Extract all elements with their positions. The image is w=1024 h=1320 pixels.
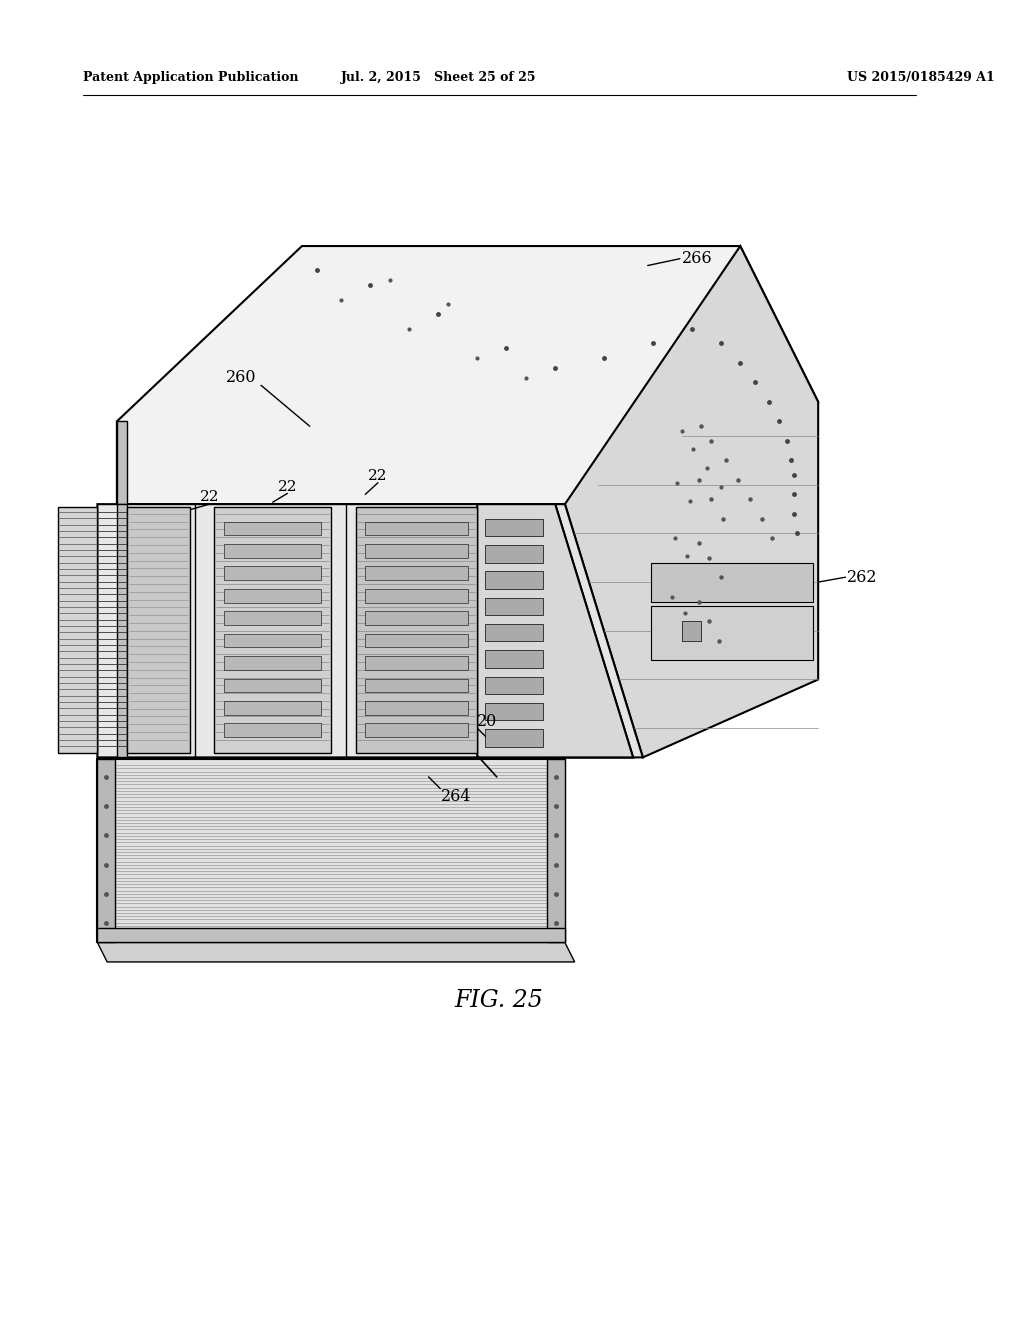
Text: 22: 22 bbox=[200, 490, 219, 504]
Text: Patent Application Publication: Patent Application Publication bbox=[83, 71, 298, 84]
Text: FIG. 25: FIG. 25 bbox=[455, 990, 543, 1012]
Polygon shape bbox=[97, 942, 574, 962]
Polygon shape bbox=[366, 521, 468, 536]
Text: 262: 262 bbox=[848, 569, 878, 586]
Polygon shape bbox=[366, 634, 468, 647]
Polygon shape bbox=[366, 678, 468, 692]
Polygon shape bbox=[485, 598, 544, 615]
Polygon shape bbox=[485, 729, 544, 747]
Polygon shape bbox=[224, 678, 322, 692]
Polygon shape bbox=[117, 504, 127, 758]
Polygon shape bbox=[548, 759, 565, 942]
Polygon shape bbox=[366, 701, 468, 714]
Polygon shape bbox=[477, 504, 633, 758]
Polygon shape bbox=[366, 566, 468, 579]
Text: 260: 260 bbox=[226, 370, 257, 385]
Polygon shape bbox=[650, 606, 813, 660]
Polygon shape bbox=[485, 572, 544, 589]
Polygon shape bbox=[485, 702, 544, 721]
Polygon shape bbox=[485, 545, 544, 562]
Polygon shape bbox=[127, 507, 189, 752]
Polygon shape bbox=[366, 589, 468, 602]
Polygon shape bbox=[366, 611, 468, 624]
Text: 22: 22 bbox=[278, 479, 297, 494]
Polygon shape bbox=[224, 521, 322, 536]
Polygon shape bbox=[650, 562, 813, 602]
Polygon shape bbox=[97, 759, 115, 942]
Polygon shape bbox=[485, 624, 544, 642]
Polygon shape bbox=[117, 246, 818, 504]
Polygon shape bbox=[224, 723, 322, 737]
Polygon shape bbox=[97, 759, 565, 942]
Polygon shape bbox=[565, 246, 818, 758]
Polygon shape bbox=[58, 507, 97, 752]
Polygon shape bbox=[366, 544, 468, 558]
Polygon shape bbox=[117, 421, 127, 504]
Polygon shape bbox=[97, 928, 565, 942]
Polygon shape bbox=[366, 723, 468, 737]
Polygon shape bbox=[355, 507, 477, 752]
Polygon shape bbox=[366, 656, 468, 669]
Text: 22: 22 bbox=[369, 469, 388, 483]
Text: 266: 266 bbox=[682, 251, 713, 267]
Polygon shape bbox=[682, 620, 701, 640]
Text: Jul. 2, 2015   Sheet 25 of 25: Jul. 2, 2015 Sheet 25 of 25 bbox=[341, 71, 536, 84]
Polygon shape bbox=[214, 507, 331, 752]
Polygon shape bbox=[224, 634, 322, 647]
Polygon shape bbox=[224, 701, 322, 714]
Polygon shape bbox=[97, 504, 633, 758]
Polygon shape bbox=[485, 677, 544, 694]
Polygon shape bbox=[485, 519, 544, 536]
Polygon shape bbox=[224, 544, 322, 558]
Text: 264: 264 bbox=[441, 788, 472, 805]
Polygon shape bbox=[224, 611, 322, 624]
Polygon shape bbox=[117, 504, 643, 758]
Polygon shape bbox=[224, 656, 322, 669]
Text: US 2015/0185429 A1: US 2015/0185429 A1 bbox=[848, 71, 995, 84]
Text: 20: 20 bbox=[477, 713, 498, 730]
Polygon shape bbox=[224, 589, 322, 602]
Polygon shape bbox=[224, 566, 322, 579]
Polygon shape bbox=[485, 651, 544, 668]
